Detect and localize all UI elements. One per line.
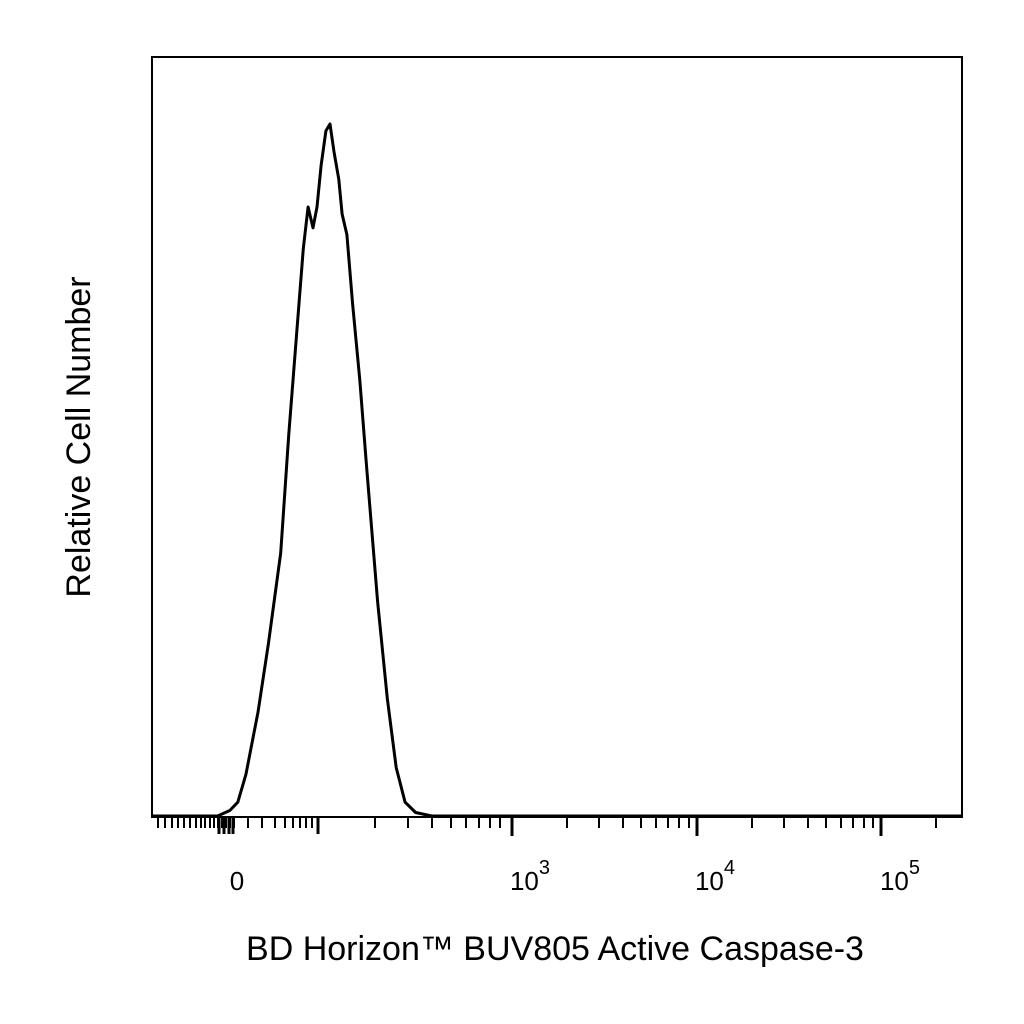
x-tick-label: 103	[510, 857, 550, 896]
x-axis-label: BD Horizon™ BUV805 Active Caspase-3	[246, 930, 864, 968]
y-axis-label: Relative Cell Number	[60, 276, 98, 597]
x-tick-label: 105	[880, 857, 920, 896]
x-tick-labels: 0 103 104 105	[230, 857, 920, 896]
x-tick-label: 104	[695, 857, 735, 896]
histogram-series-line	[153, 122, 961, 818]
x-axis-ticks	[157, 818, 937, 836]
x-tick-label: 0	[230, 866, 244, 896]
plot-frame	[151, 56, 963, 818]
